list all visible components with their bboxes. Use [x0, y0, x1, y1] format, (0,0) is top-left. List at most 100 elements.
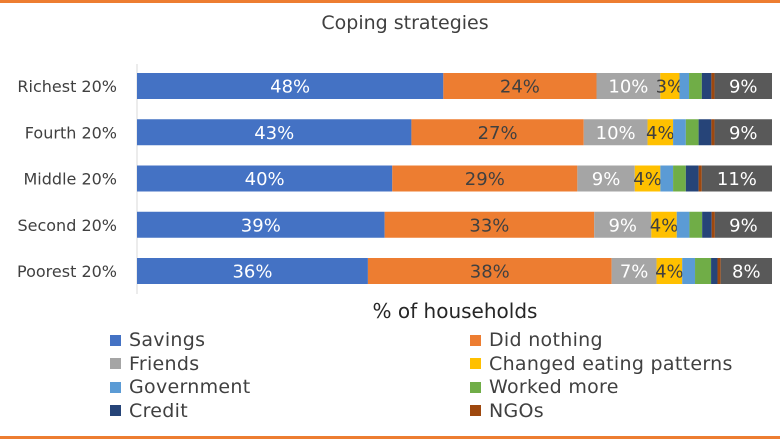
legend-label: Changed eating patterns [489, 352, 733, 375]
bar-government-0 [679, 73, 690, 99]
data-label-friends-3: 9% [608, 215, 637, 236]
legend-label: NGOs [489, 399, 544, 422]
data-label-friends-4: 7% [620, 262, 649, 283]
bar-savings-0 [137, 73, 444, 99]
data-label-did-nothing-1: 27% [478, 123, 518, 144]
bar-credit-3 [702, 211, 712, 238]
bar-worked-more-4 [695, 258, 712, 284]
data-label-other-3: 9% [729, 215, 758, 236]
bar-friends-1 [583, 119, 648, 146]
data-label-friends-2: 9% [592, 169, 621, 190]
data-label-changed-eating-patterns-2: 4% [633, 169, 662, 190]
bar-group: 48% 24% 10% 3% 9% 43% 27% 10% 4% 9% 40% 29% 9% 4% 11% 3… [137, 73, 772, 284]
y-tick-label-0: Richest 20% [17, 77, 117, 96]
bar-ngos-1 [711, 119, 715, 146]
data-label-changed-eating-patterns-0: 3% [656, 77, 685, 98]
data-label-changed-eating-patterns-4: 4% [655, 262, 684, 283]
bar-ngos-0 [711, 73, 715, 99]
legend-swatch [110, 381, 121, 393]
bar-savings-4 [137, 258, 368, 284]
legend-swatch [110, 334, 121, 346]
bar-other-3 [714, 211, 772, 238]
bar-changed-eating-patterns-4 [656, 258, 683, 284]
bar-friends-3 [594, 211, 652, 238]
bar-credit-0 [701, 73, 712, 99]
bar-savings-1 [137, 119, 412, 146]
data-label-changed-eating-patterns-1: 4% [646, 123, 675, 144]
bar-changed-eating-patterns-3 [651, 211, 677, 238]
data-label-friends-0: 10% [608, 77, 648, 98]
legend-label: Worked more [489, 376, 619, 398]
legend-label: Government [129, 376, 251, 398]
legend-swatch [110, 405, 121, 416]
bar-changed-eating-patterns-1 [647, 119, 674, 146]
data-label-did-nothing-3: 33% [469, 215, 509, 236]
legend-item-changed-eating-patterns: Changed eating patterns [470, 353, 733, 375]
bar-credit-4 [711, 258, 718, 284]
bar-friends-2 [577, 165, 635, 192]
bar-other-2 [701, 165, 772, 192]
y-tick-label-2: Middle 20% [24, 170, 118, 189]
data-label-savings-3: 39% [241, 215, 281, 236]
legend-swatch [110, 358, 121, 369]
legend-item-worked-more: Worked more [470, 376, 619, 398]
bar-friends-0 [596, 73, 661, 99]
bar-credit-1 [698, 119, 712, 146]
bar-did-nothing-1 [411, 119, 584, 146]
chart-title: Coping strategies [321, 12, 488, 34]
bar-changed-eating-patterns-0 [660, 73, 680, 99]
legend-item-friends: Friends [110, 353, 199, 375]
bar-government-2 [660, 165, 674, 192]
data-label-did-nothing-0: 24% [500, 77, 540, 98]
x-axis-label: % of households [373, 299, 538, 323]
bar-government-3 [676, 211, 690, 238]
legend-item-did-nothing: Did nothing [470, 329, 603, 351]
bar-worked-more-0 [689, 73, 702, 99]
bar-government-1 [673, 119, 686, 146]
bar-ngos-2 [698, 165, 702, 192]
data-label-other-0: 9% [729, 77, 758, 98]
legend-swatch [470, 381, 481, 393]
legend-swatch [470, 334, 481, 346]
bar-did-nothing-3 [384, 211, 595, 238]
bottom-rule [0, 436, 780, 439]
legend-swatch [470, 358, 481, 369]
bar-credit-2 [685, 165, 699, 192]
bar-changed-eating-patterns-2 [634, 165, 661, 192]
legend-label: Savings [129, 329, 206, 351]
legend-item-ngos: NGOs [470, 400, 544, 422]
bar-did-nothing-4 [367, 258, 612, 284]
top-rule [0, 0, 780, 3]
y-tick-label-1: Fourth 20% [25, 123, 117, 142]
data-label-did-nothing-4: 38% [470, 262, 510, 283]
data-label-savings-4: 36% [232, 262, 272, 283]
bar-worked-more-2 [673, 165, 686, 192]
bar-savings-3 [137, 211, 385, 238]
legend-label: Credit [129, 399, 188, 422]
bar-government-4 [682, 258, 696, 284]
data-label-other-2: 11% [717, 169, 757, 190]
data-label-savings-2: 40% [245, 169, 285, 190]
legend-item-government: Government [110, 376, 251, 398]
data-label-friends-1: 10% [596, 123, 636, 144]
legend-label: Did nothing [489, 329, 603, 351]
bar-worked-more-3 [689, 211, 703, 238]
data-label-did-nothing-2: 29% [465, 169, 505, 190]
legend-item-credit: Credit [110, 400, 188, 422]
data-label-other-1: 9% [729, 123, 758, 144]
legend-label: Friends [129, 352, 200, 375]
bar-ngos-4 [717, 258, 721, 284]
data-label-savings-1: 43% [254, 123, 294, 144]
bar-ngos-3 [711, 211, 715, 238]
y-tick-label-3: Second 20% [17, 216, 117, 235]
data-label-changed-eating-patterns-3: 4% [650, 215, 679, 236]
y-tick-label-4: Poorest 20% [17, 262, 117, 281]
bar-worked-more-1 [685, 119, 699, 146]
bar-did-nothing-0 [443, 73, 597, 99]
legend-swatch [470, 405, 481, 416]
bar-savings-2 [137, 165, 393, 192]
y-tick-labels: Richest 20% Fourth 20% Middle 20% Second 20… [17, 77, 117, 281]
bar-other-4 [720, 258, 772, 284]
